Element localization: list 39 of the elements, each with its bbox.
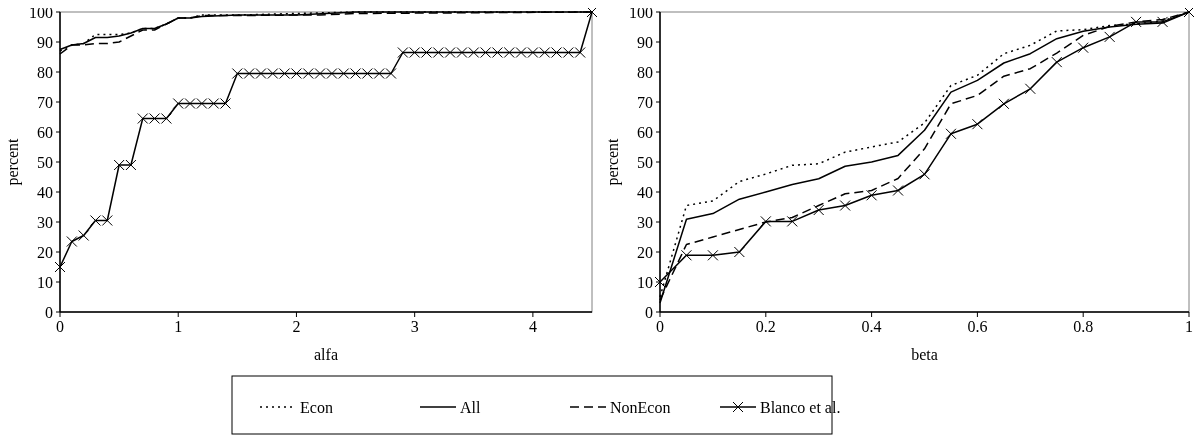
y-tick-label: 70 bbox=[37, 93, 53, 111]
y-tick-label: 0 bbox=[645, 303, 653, 321]
legend-label: NonEcon bbox=[610, 398, 671, 416]
legend-label: Econ bbox=[300, 398, 333, 416]
x-tick-label: 0 bbox=[56, 318, 64, 335]
y-tick-label: 60 bbox=[637, 123, 653, 141]
y-tick-label: 10 bbox=[637, 273, 653, 291]
y-tick-label: 90 bbox=[637, 33, 653, 51]
x-axis-title: alfa bbox=[314, 346, 338, 363]
y-tick-label: 50 bbox=[37, 153, 53, 171]
y-tick-label: 0 bbox=[45, 303, 53, 321]
y-tick-label: 50 bbox=[637, 153, 653, 171]
y-tick-label: 20 bbox=[37, 243, 53, 261]
x-tick-label: 1 bbox=[174, 318, 183, 335]
legend-label: Blanco et al. bbox=[760, 398, 841, 416]
x-axis-title: beta bbox=[911, 346, 938, 363]
y-tick-label: 80 bbox=[637, 63, 653, 81]
y-tick-label: 40 bbox=[37, 183, 53, 201]
y-axis-title: percent bbox=[604, 137, 622, 186]
y-tick-label: 70 bbox=[637, 93, 653, 111]
y-tick-label: 10 bbox=[37, 273, 53, 291]
x-tick-label: 2 bbox=[292, 318, 301, 335]
x-tick-label: 0.4 bbox=[861, 318, 882, 335]
y-tick-label: 80 bbox=[37, 63, 53, 81]
y-tick-label: 20 bbox=[637, 243, 653, 261]
y-axis-title: percent bbox=[4, 137, 22, 186]
x-tick-label: 0 bbox=[656, 318, 664, 335]
x-tick-label: 3 bbox=[410, 318, 419, 335]
x-tick-label: 0.2 bbox=[755, 318, 776, 335]
y-tick-label: 40 bbox=[637, 183, 653, 201]
x-tick-label: 4 bbox=[528, 318, 537, 335]
x-tick-label: 0.8 bbox=[1073, 318, 1094, 335]
x-tick-label: 1 bbox=[1185, 318, 1193, 335]
legend-label: All bbox=[460, 398, 481, 416]
y-tick-label: 30 bbox=[37, 213, 53, 231]
y-tick-label: 60 bbox=[37, 123, 53, 141]
x-tick-label: 0.6 bbox=[967, 318, 988, 335]
y-tick-label: 90 bbox=[37, 33, 53, 51]
y-tick-label: 30 bbox=[637, 213, 653, 231]
